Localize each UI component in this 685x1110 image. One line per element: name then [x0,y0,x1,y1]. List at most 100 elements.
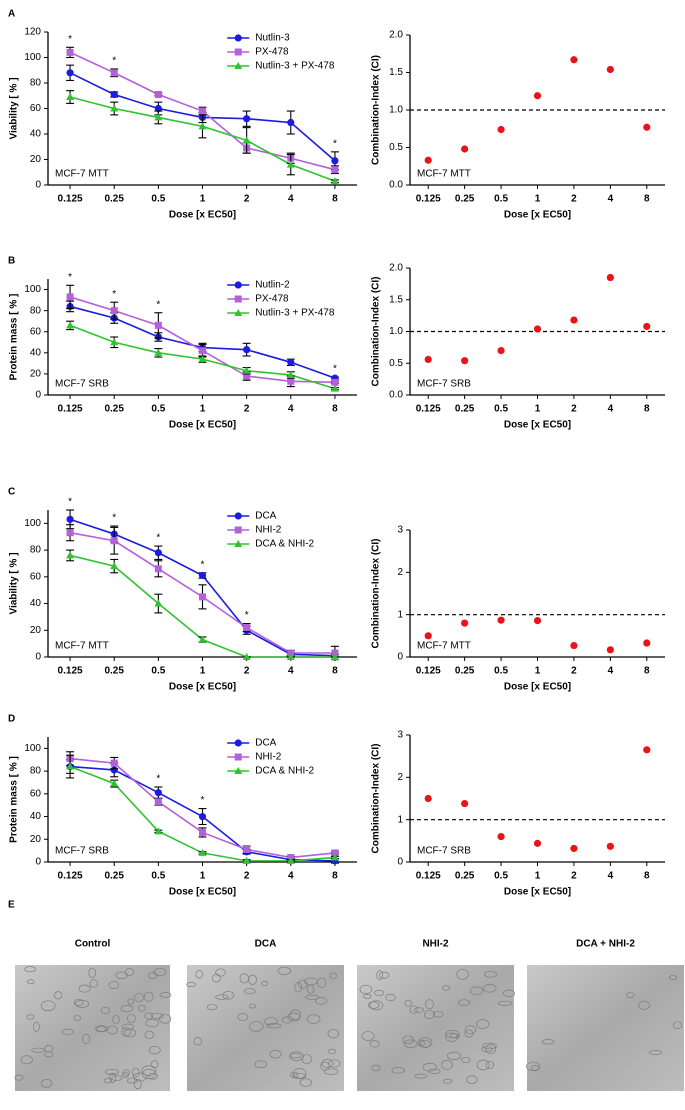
cell [150,1012,164,1019]
marker [199,347,206,355]
note: MCF-7 SRB [55,846,109,857]
cell [417,1039,425,1047]
cell [327,1028,340,1039]
cell [289,1052,302,1059]
marker [66,551,75,559]
marker [110,766,118,774]
x-axis-title: Dose [x EC50] [169,420,236,431]
cell [414,1073,428,1079]
marker [66,321,75,329]
cell [329,972,337,979]
x-tick-label: 0.125 [58,871,83,882]
cell [112,1014,120,1025]
cell [648,1050,662,1055]
cell [374,989,385,996]
point [533,92,542,100]
cell [447,1051,461,1060]
marker [198,635,207,643]
y-tick-label: 0 [35,180,41,191]
cell [328,1048,337,1055]
cell [122,1069,130,1076]
cell [367,1001,380,1009]
cell [315,997,328,1005]
marker [154,104,162,113]
cell [464,1025,477,1035]
marker [331,166,339,174]
x-tick-label: 1 [200,404,206,415]
cell [449,1033,460,1039]
y-tick-label: 2.0 [389,263,403,274]
y-axis-title: Viability [ % ] [9,552,20,614]
marker [110,307,118,315]
cell [266,1023,282,1029]
point [570,641,578,650]
cell [306,984,315,994]
marker [331,849,339,857]
x-tick-label: 0.5 [494,404,508,415]
y-axis-title: Combination-Index (CI) [371,539,382,649]
x-tick-label: 8 [332,404,338,415]
cell [148,1072,158,1080]
cell [33,1021,40,1032]
marker [199,107,206,115]
x-tick-label: 8 [644,404,650,415]
marker [199,828,206,836]
cell [378,971,390,979]
cell [134,993,144,1003]
significance-mark: * [156,533,160,544]
cell [127,998,135,1005]
marker [286,370,295,378]
y-axis-title: Combination-Index (CI) [371,744,382,854]
marker [234,526,242,534]
cell [289,1051,304,1061]
point [643,639,651,647]
y-tick-label: 1.5 [389,67,403,78]
y-tick-label: 100 [24,743,41,754]
cell [264,1017,278,1026]
x-tick-label: 1 [200,666,206,677]
point [461,799,469,808]
cell [95,1025,108,1033]
y-tick-label: 2.0 [389,30,403,41]
marker [199,593,206,601]
y-tick-label: 0.5 [389,358,403,369]
y-tick-label: 20 [30,834,42,845]
marker [154,789,162,797]
cell [111,1075,123,1081]
y-tick-label: 100 [24,518,41,529]
cell [153,967,167,977]
micrograph-title: NHI-2 [422,939,449,950]
legend-label: DCA & NHI-2 [255,539,314,550]
marker [234,767,243,774]
cell [121,1072,129,1078]
cell [145,1018,160,1028]
cell [206,1004,218,1011]
y-tick-label: 80 [30,78,42,89]
cell [26,1014,35,1020]
marker [243,624,251,632]
cell [159,1014,172,1024]
micrograph-title: DCA [255,939,277,950]
legend-label: DCA [255,738,276,749]
cell [402,1035,414,1045]
marker [110,90,118,99]
significance-mark: * [201,795,205,806]
cell [124,968,134,977]
x-tick-label: 0.25 [455,666,475,677]
marker [66,93,75,101]
cell [369,1000,384,1011]
y-tick-label: 40 [30,129,42,140]
cell [470,986,484,996]
y-tick-label: 120 [24,27,41,38]
cell [482,1042,497,1050]
y-tick-label: 0.0 [389,180,403,191]
x-tick-label: 0.5 [151,404,165,415]
cell [376,970,384,981]
x-axis-title: Dose [x EC50] [169,887,236,898]
cell [385,993,396,1002]
legend-label: NHI-2 [255,525,282,536]
cell [456,969,469,980]
cell [306,1014,321,1024]
x-tick-label: 0.25 [104,666,124,677]
y-tick-label: 100 [24,52,41,63]
